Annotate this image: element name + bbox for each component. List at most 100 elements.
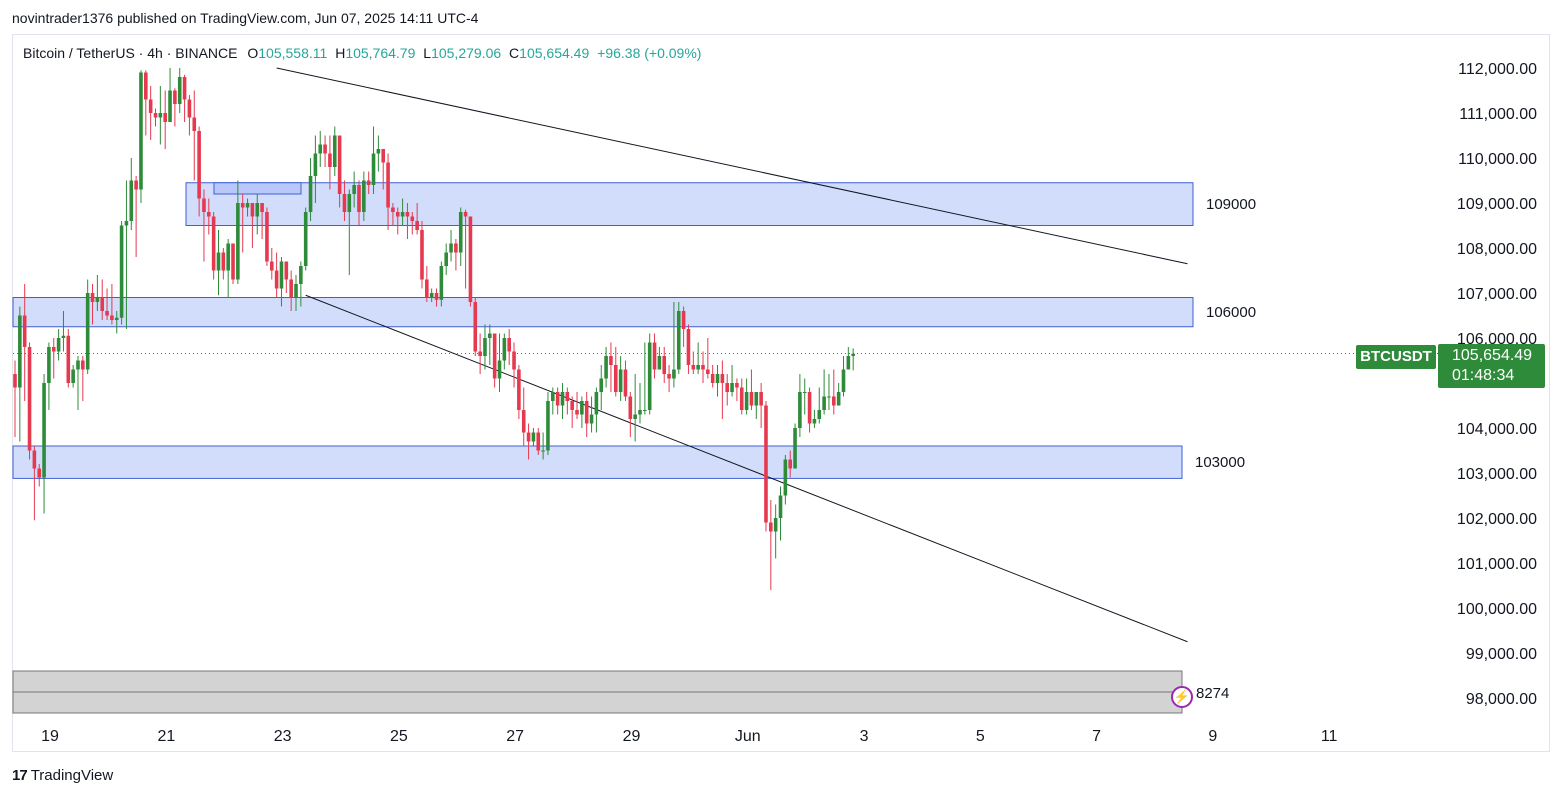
candle-body (667, 374, 671, 379)
x-tick-label: 25 (390, 728, 408, 745)
candle-body (32, 450, 37, 469)
candle-body (686, 329, 691, 365)
candle-body (497, 360, 502, 379)
candle-body (652, 342, 657, 370)
candle-body (420, 230, 424, 280)
small-zone (213, 182, 302, 195)
candle-body (245, 203, 250, 208)
candle (512, 342, 516, 388)
candle (609, 342, 613, 392)
candle (725, 374, 730, 406)
candle (81, 356, 85, 401)
candle-body (473, 302, 478, 352)
candle (337, 135, 342, 208)
candle-body (764, 405, 768, 523)
candle-body (158, 113, 163, 118)
candle-body (381, 149, 386, 163)
candle-body (177, 77, 182, 104)
candle-body (105, 311, 109, 316)
candle-body (226, 243, 230, 271)
candle (676, 302, 681, 374)
candle-body (817, 410, 822, 419)
candle (546, 392, 550, 455)
candle (434, 288, 439, 307)
tradingview-logo[interactable]: 17 TradingView (12, 767, 113, 784)
candle (783, 455, 788, 505)
zone-labels: 109000 106000 103000 8274 (1195, 196, 1256, 702)
symbol-bar: Bitcoin / TetherUS · 4h · BINANCE O105,5… (23, 45, 701, 61)
symbol-price-badge: BTCUSDT (1356, 345, 1436, 369)
candle-body (822, 396, 826, 410)
candle-body (182, 77, 187, 100)
close-value: 105,654.49 (519, 45, 590, 61)
candle-body (769, 522, 773, 532)
candle (764, 401, 768, 532)
candle-body (18, 315, 22, 388)
candle (667, 365, 671, 392)
candle-body (739, 387, 744, 410)
candle-body (76, 360, 80, 370)
x-tick-label: 23 (274, 728, 292, 745)
candle-body (22, 315, 27, 347)
candle (56, 329, 61, 361)
candle (550, 387, 555, 415)
candle-body (395, 212, 400, 217)
y-tick-label: 106,000.00 (1457, 331, 1537, 348)
candle (197, 126, 201, 217)
symbol-title[interactable]: Bitcoin / TetherUS · 4h · BINANCE (23, 45, 238, 61)
candle-body (187, 99, 192, 118)
chart-frame[interactable] (12, 34, 1550, 752)
candle (730, 365, 734, 397)
candle (536, 428, 541, 455)
candle (148, 86, 153, 140)
candle-body (148, 99, 153, 113)
candle (158, 86, 163, 145)
candle (289, 270, 293, 311)
candle (400, 198, 405, 226)
candle-body (710, 374, 715, 383)
y-tick-label: 100,000.00 (1457, 601, 1537, 618)
y-tick-label: 101,000.00 (1457, 556, 1537, 573)
candle (51, 338, 56, 379)
candle-body (439, 266, 444, 300)
candle-body (366, 180, 371, 185)
candle (754, 392, 759, 419)
candle (192, 90, 197, 181)
candle (352, 171, 356, 208)
candle (778, 486, 783, 541)
candle (773, 504, 778, 559)
candle-body (100, 297, 105, 311)
y-tick-label: 109,000.00 (1457, 196, 1537, 213)
candle (812, 410, 817, 428)
candle (245, 198, 250, 217)
candle-body (604, 356, 608, 379)
lightning-alert-icon[interactable]: ⚡ (1171, 686, 1193, 708)
candle (226, 239, 230, 298)
candle-body (788, 459, 792, 469)
candle-body (274, 270, 279, 289)
x-tick-label: 5 (976, 728, 985, 745)
candle-body (337, 135, 342, 194)
candle-body (207, 212, 211, 217)
candle (318, 131, 323, 167)
candle (37, 464, 42, 487)
candle-body (37, 468, 42, 478)
candle-body (318, 144, 323, 154)
high-value: 105,764.79 (345, 45, 416, 61)
candle-body (759, 392, 763, 406)
candle (313, 135, 318, 203)
candle-body (832, 396, 836, 406)
candle (323, 135, 327, 167)
trendlines-layer (276, 67, 1188, 643)
x-tick-label: 19 (41, 728, 59, 745)
candle-body (841, 369, 846, 392)
low-label: L (423, 45, 432, 61)
candle (759, 383, 763, 428)
candle-body (662, 356, 667, 374)
candle-body (391, 207, 395, 212)
candle-body (628, 396, 633, 419)
candle (216, 230, 221, 296)
zone-label-109000: 109000 (1206, 196, 1256, 213)
candle (478, 333, 482, 374)
